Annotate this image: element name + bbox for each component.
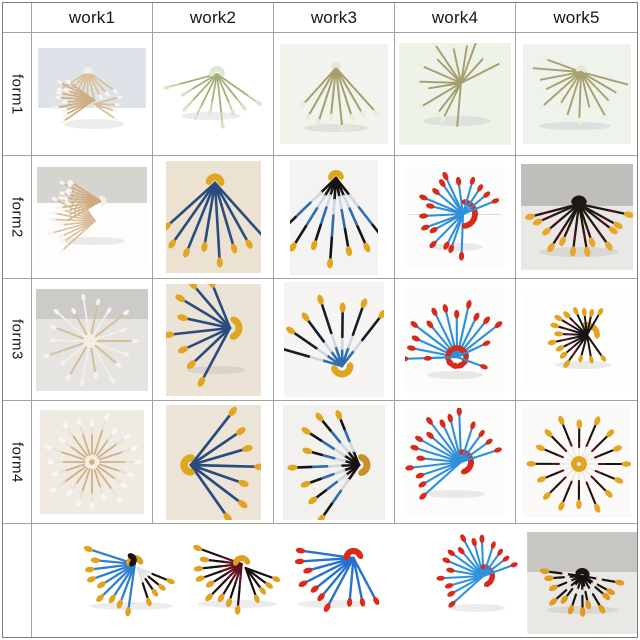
cell-bottom-strip — [32, 524, 637, 637]
cell-form2-work2 — [153, 156, 274, 279]
photo-form2-work3 — [290, 159, 378, 275]
row-header-empty — [3, 524, 32, 637]
cell-form3-work5 — [516, 279, 637, 401]
cell-form3-work2 — [153, 279, 274, 401]
row-header-form2: form2 — [3, 156, 32, 279]
photo-form3-work4 — [405, 286, 505, 393]
column-header-work4: work4 — [395, 3, 516, 33]
cell-form1-work2 — [153, 33, 274, 156]
photo-form2-work1 — [37, 167, 147, 267]
corner-cell — [3, 3, 32, 33]
photo-form1-work4 — [399, 43, 511, 145]
cell-form3-work4 — [395, 279, 516, 401]
cell-form2-work5 — [516, 156, 637, 279]
photo-form1-work2 — [163, 44, 263, 144]
cell-form1-work3 — [274, 33, 395, 156]
row-header-form3: form3 — [3, 279, 32, 401]
column-header-work2: work2 — [153, 3, 274, 33]
cell-form3-work1 — [32, 279, 153, 401]
cell-form2-work3 — [274, 156, 395, 279]
cell-form1-work5 — [516, 33, 637, 156]
cell-form2-work4 — [395, 156, 516, 279]
cell-form4-work3 — [274, 401, 395, 524]
photo-form1-work3 — [280, 44, 388, 144]
photo-form4-work5 — [522, 406, 631, 518]
row-header-form1: form1 — [3, 33, 32, 156]
photo-bottom-strip — [32, 524, 637, 637]
photo-form4-work1 — [40, 410, 144, 514]
photo-form2-work5 — [520, 164, 633, 270]
cell-form4-work2 — [153, 401, 274, 524]
photo-form2-work4 — [405, 167, 505, 267]
photo-form2-work2 — [165, 161, 261, 273]
column-header-work1: work1 — [32, 3, 153, 33]
column-header-work3: work3 — [274, 3, 395, 33]
cell-form1-work4 — [395, 33, 516, 156]
photo-form4-work3 — [283, 404, 385, 520]
photo-form3-work3 — [284, 282, 384, 397]
cell-form3-work3 — [274, 279, 395, 401]
cell-form2-work1 — [32, 156, 153, 279]
photo-form1-work1 — [38, 48, 146, 140]
cell-form1-work1 — [32, 33, 153, 156]
cell-form4-work5 — [516, 401, 637, 524]
photo-form4-work2 — [165, 404, 261, 520]
cell-form4-work4 — [395, 401, 516, 524]
photo-form3-work2 — [165, 283, 261, 396]
photo-form3-work5 — [522, 290, 631, 389]
photo-form4-work4 — [405, 408, 505, 516]
photo-form3-work1 — [36, 288, 148, 391]
row-header-form4: form4 — [3, 401, 32, 524]
photo-form1-work5 — [522, 44, 631, 144]
cell-form4-work1 — [32, 401, 153, 524]
column-header-work5: work5 — [516, 3, 637, 33]
